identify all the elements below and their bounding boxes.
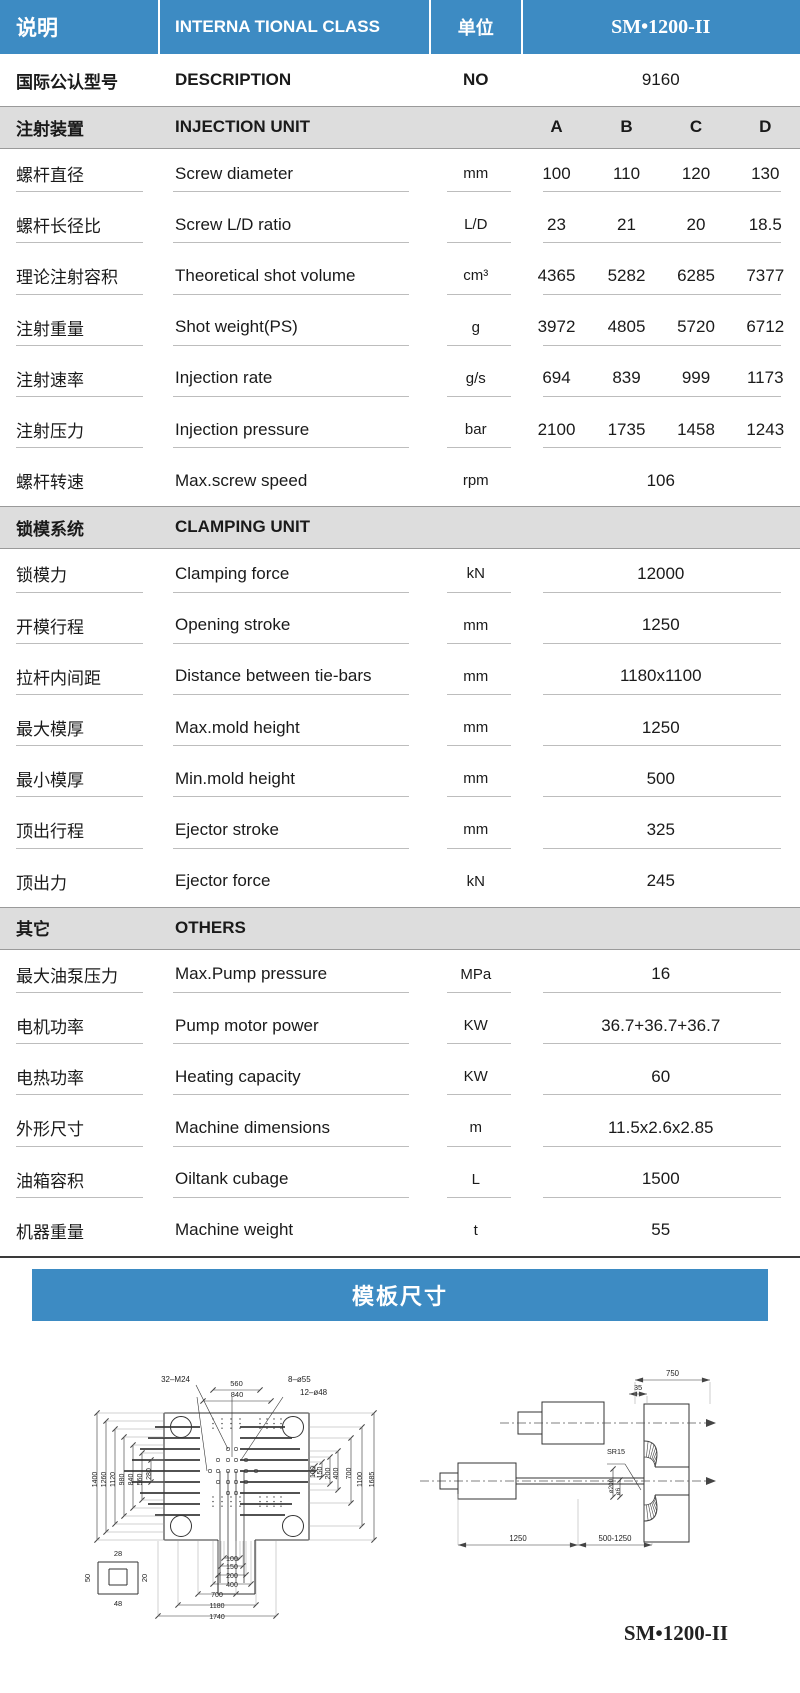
svg-text:280: 280 (146, 1468, 153, 1480)
svg-text:200: 200 (325, 1468, 332, 1480)
svg-text:ø6: ø6 (615, 1487, 622, 1495)
svg-text:1250: 1250 (509, 1534, 527, 1543)
svg-text:700: 700 (211, 1592, 223, 1599)
svg-text:980: 980 (119, 1474, 126, 1486)
svg-text:1100: 1100 (357, 1472, 364, 1487)
svg-text:1260: 1260 (101, 1472, 108, 1488)
svg-text:1120: 1120 (110, 1472, 117, 1487)
svg-text:1180: 1180 (209, 1603, 224, 1610)
svg-text:ø200: ø200 (608, 1478, 615, 1493)
svg-text:32–M24: 32–M24 (161, 1375, 190, 1384)
svg-text:560: 560 (137, 1474, 144, 1486)
svg-text:1400: 1400 (92, 1472, 99, 1488)
svg-text:12–ø48: 12–ø48 (300, 1388, 328, 1397)
svg-text:50: 50 (83, 1574, 92, 1582)
svg-text:840: 840 (231, 1390, 244, 1399)
svg-text:1740: 1740 (209, 1614, 225, 1621)
svg-text:560: 560 (230, 1379, 243, 1388)
svg-text:400: 400 (333, 1468, 340, 1480)
svg-text:150: 150 (317, 1467, 324, 1479)
svg-text:48: 48 (114, 1599, 122, 1608)
svg-text:SR15: SR15 (607, 1447, 625, 1456)
svg-text:SM•1200-II: SM•1200-II (624, 1621, 728, 1645)
svg-text:840: 840 (128, 1474, 135, 1486)
svg-text:28: 28 (114, 1549, 122, 1558)
svg-text:20: 20 (140, 1574, 149, 1582)
svg-text:8–ø55: 8–ø55 (288, 1375, 311, 1384)
svg-text:700: 700 (346, 1468, 353, 1480)
svg-text:750: 750 (666, 1369, 680, 1378)
svg-text:500-1250: 500-1250 (599, 1534, 633, 1543)
svg-text:1685: 1685 (369, 1472, 376, 1488)
